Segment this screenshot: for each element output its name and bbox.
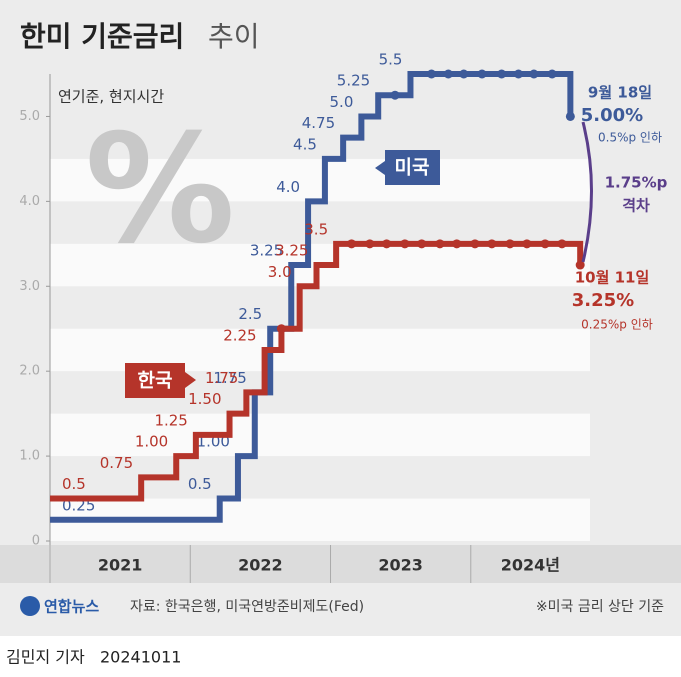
legend-tag: [375, 150, 440, 185]
legend-kr: 한국: [125, 363, 196, 398]
rate-point: [452, 239, 462, 249]
x-tick-label: 2023: [378, 556, 423, 575]
value-label: 4.5: [293, 135, 317, 153]
value-label: 2.25: [223, 326, 256, 344]
value-label: 4.0: [276, 178, 300, 196]
x-tick-label: 2024년: [501, 556, 560, 575]
value-label: 5.0: [330, 93, 354, 111]
y-tick-label: 2.0: [19, 364, 40, 379]
rate-point: [365, 239, 375, 249]
byline: 김민지 기자: [6, 648, 85, 667]
rate-point: [382, 239, 392, 249]
chart-title: 한미 기준금리: [20, 20, 184, 53]
rate-point: [276, 324, 286, 334]
rate-point: [529, 69, 539, 79]
value-label: 5.25: [337, 72, 370, 90]
annotation: 3.25%: [572, 290, 634, 311]
legend-label: 미국: [395, 157, 430, 179]
rate-point: [540, 239, 550, 249]
rate-point: [417, 239, 427, 249]
rate-point: [459, 69, 469, 79]
legend-tag: [125, 363, 196, 398]
annotation: 9월 18일: [588, 84, 652, 102]
rate-point: [565, 111, 575, 121]
rate-point: [443, 69, 453, 79]
x-tick-label: 2022: [238, 556, 283, 575]
rate-point: [390, 90, 400, 100]
rate-point: [522, 239, 532, 249]
rate-point: [547, 69, 557, 79]
value-label: 1.00: [135, 433, 168, 451]
rate-point: [347, 239, 357, 249]
rate-point: [427, 69, 437, 79]
value-label: 3.25: [275, 242, 308, 260]
stripe: [50, 413, 590, 457]
value-label: 1.75: [213, 369, 246, 387]
watermark: %: [85, 103, 235, 277]
value-label: 0.75: [100, 454, 133, 472]
rate-point: [505, 239, 515, 249]
rate-point: [513, 69, 523, 79]
value-label: 3.5: [304, 220, 328, 238]
annotation: 5.00%: [581, 105, 643, 126]
value-label: 1.75: [205, 369, 238, 387]
rate-point: [470, 239, 480, 249]
annotation: 격차: [622, 197, 650, 215]
value-label: 1.25: [154, 411, 187, 429]
subtitle: 연기준, 현지시간: [58, 88, 164, 106]
y-tick-label: 0: [32, 534, 40, 549]
note: ※미국 금리 상단 기준: [536, 599, 664, 615]
gap-bracket: [581, 121, 593, 263]
rate-point: [497, 69, 507, 79]
logo-mark: [20, 596, 40, 616]
value-label: 5.5: [379, 51, 403, 69]
annotation: 0.25%p 인하: [581, 318, 653, 332]
rate-point: [400, 239, 410, 249]
rate-point: [435, 239, 445, 249]
logo: 연합뉴스: [44, 598, 99, 616]
stripe: [50, 158, 590, 202]
chart-title-suffix: 추이: [208, 20, 260, 53]
rate-point: [477, 69, 487, 79]
value-label: 0.5: [62, 475, 86, 493]
value-label: 3.0: [268, 263, 292, 281]
source: 자료: 한국은행, 미국연방준비제도(Fed): [130, 599, 364, 615]
value-label: 1.50: [188, 390, 221, 408]
y-tick-label: 1.0: [19, 449, 40, 464]
value-label: 4.75: [302, 114, 335, 132]
value-label: 2.5: [238, 305, 262, 323]
rate-point: [557, 239, 567, 249]
value-label: 3.25: [250, 242, 283, 260]
legend-label: 한국: [138, 370, 173, 392]
rate-point: [487, 239, 497, 249]
y-tick-label: 5.0: [19, 109, 40, 124]
annotation: 0.5%p 인하: [598, 131, 662, 145]
rate-line: [50, 71, 574, 523]
date: 20241011: [100, 648, 181, 667]
x-band: [0, 545, 681, 583]
y-tick-label: 4.0: [19, 194, 40, 209]
annotation: 1.75%p: [605, 174, 668, 192]
rate-point: [575, 260, 585, 270]
value-label: 0.5: [188, 475, 212, 493]
y-tick-label: 3.0: [19, 279, 40, 294]
x-tick-label: 2021: [98, 556, 143, 575]
legend-us: 미국: [375, 150, 440, 185]
annotation: 10월 11일: [575, 269, 650, 287]
